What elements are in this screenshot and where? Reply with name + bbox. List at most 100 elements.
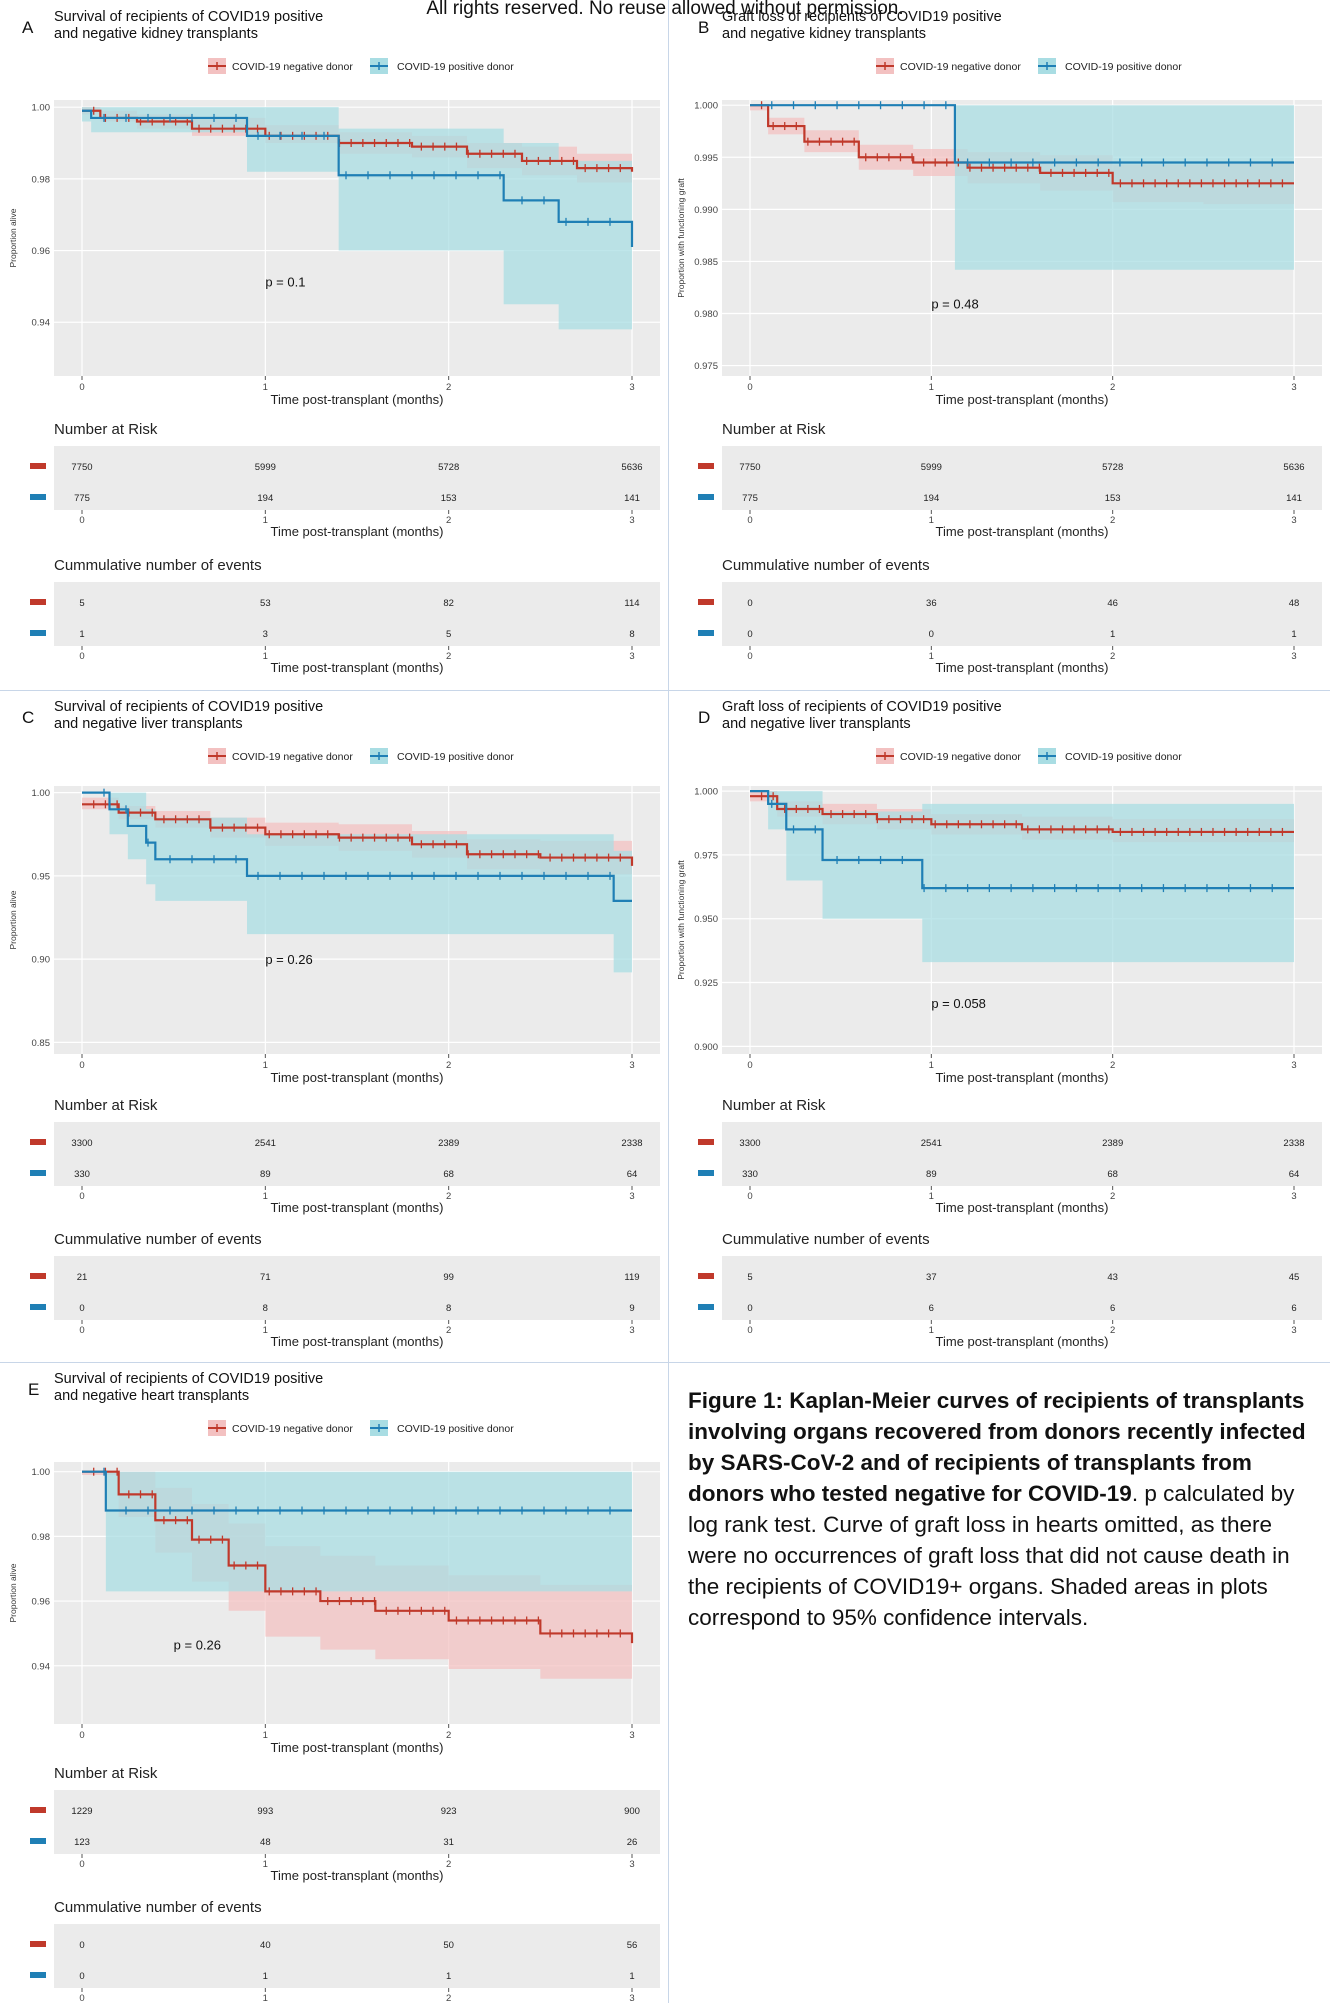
x-tick-label: 0 [79,515,84,526]
y-tick-label: 1.000 [694,787,718,798]
x-tick-label: 1 [263,1325,268,1336]
panel-title: Graft loss of recipients of COVID19 posi… [722,9,1002,25]
table-neg-marker [30,463,46,469]
table-cell: 330 [742,1169,758,1180]
panel-title: and negative kidney transplants [722,26,926,42]
table-cell: 7750 [739,462,760,473]
x-tick-label: 1 [929,515,934,526]
table-neg-marker [698,599,714,605]
table-title: Number at Risk [54,1097,158,1114]
panel-letter: C [22,708,34,727]
x-tick-label: 1 [263,1730,268,1741]
x-tick-label: 3 [1291,1325,1296,1336]
panel-letter: E [28,1380,39,1399]
x-tick-label: 2 [446,1993,451,2003]
legend: COVID-19 negative donor COVID-19 positive… [208,1420,514,1436]
table-cell: 43 [1107,1272,1118,1283]
table-cell: 5999 [255,462,276,473]
table-cell: 7750 [71,462,92,473]
table-neg-marker [30,1941,46,1947]
table-title: Number at Risk [722,421,826,438]
x-tick-label: 2 [1110,651,1115,662]
table-cell: 153 [1105,493,1121,504]
x-tick-label: 3 [629,515,634,526]
km-line-pos [750,790,1294,890]
p-value: p = 0.48 [931,296,978,311]
panel-title: Graft loss of recipients of COVID19 posi… [722,699,1002,715]
y-tick-label: 0.96 [32,246,51,257]
panel-d: D Graft loss of recipients of COVID19 pos… [668,690,1330,1363]
y-tick-label: 0.925 [694,978,718,989]
legend-pos-label: COVID-19 positive donor [1065,751,1182,763]
y-axis-label: Proportion alive [8,1563,18,1622]
km-line-pos [82,109,634,247]
x-tick-label: 0 [79,1993,84,2003]
y-tick-label: 0.950 [694,914,718,925]
y-axis-label: Proportion with functioning graft [676,860,686,980]
panel-b: B Graft loss of recipients of COVID19 pos… [668,0,1330,691]
ci-band-pos [82,107,632,351]
table-neg-marker [30,1273,46,1279]
table-cell: 1 [1291,629,1296,640]
table-pos-marker [30,1304,46,1310]
panel-title: and negative kidney transplants [54,26,258,42]
x-tick-label: 0 [747,651,752,662]
table-cell: 1 [79,629,84,640]
table-cell: 53 [260,598,271,609]
panel-e: E Survival of recipients of COVID19 posit… [0,1362,669,2003]
y-tick-label: 0.95 [32,871,51,882]
table-cell: 40 [260,1940,271,1951]
table-neg-marker [30,1807,46,1813]
x-tick-label: 3 [629,1191,634,1202]
table-pos-marker [698,494,714,500]
x-tick-label: 3 [629,1060,634,1071]
table-cell: 46 [1107,598,1118,609]
table-title: Cummulative number of events [54,1231,262,1248]
table-title: Number at Risk [54,421,158,438]
table-cell: 330 [74,1169,90,1180]
y-tick-label: 0.98 [32,1532,51,1543]
ci-band-pos [82,792,632,973]
x-tick-label: 2 [1110,1325,1115,1336]
table-cell: 153 [441,493,457,504]
table-background [722,1256,1322,1320]
legend-neg-label: COVID-19 negative donor [232,1423,353,1435]
panel-title: Survival of recipients of COVID19 positi… [54,9,323,25]
table-cell: 8 [446,1303,451,1314]
x-tick-label: 1 [263,651,268,662]
y-tick-label: 0.85 [32,1038,51,1049]
table-cell: 6 [1291,1303,1296,1314]
table-cell: 1 [446,1971,451,1982]
x-tick-label: 2 [1110,1191,1115,1202]
x-tick-label: 0 [747,1325,752,1336]
table-cell: 141 [624,493,640,504]
x-axis-label: Time post-transplant (months) [936,1334,1109,1349]
table-cell: 0 [79,1303,84,1314]
panel-title: Survival of recipients of COVID19 positi… [54,699,323,715]
panel-title: Survival of recipients of COVID19 positi… [54,1371,323,1387]
table-pos-marker [698,1304,714,1310]
table-cell: 114 [624,598,639,609]
x-tick-label: 3 [629,1730,634,1741]
table-cell: 6 [929,1303,934,1314]
table-cell: 900 [624,1806,640,1817]
x-tick-label: 2 [446,1325,451,1336]
table-background [54,446,660,510]
km-chart-kidney-graft: B Graft loss of recipients of COVID19 pos… [676,9,1322,675]
x-axis-label: Time post-transplant (months) [936,1200,1109,1215]
table-cell: 71 [260,1272,271,1283]
x-tick-label: 2 [1110,1060,1115,1071]
y-tick-label: 0.90 [32,955,51,966]
table-pos-marker [30,494,46,500]
table-cell: 141 [1286,493,1302,504]
table-cell: 8 [629,629,634,640]
x-tick-label: 2 [446,1191,451,1202]
table-cell: 2338 [621,1138,642,1149]
y-axis-label: Proportion alive [8,208,18,267]
table-cell: 5 [747,1272,752,1283]
y-tick-label: 1.00 [32,1467,51,1478]
km-line-pos [82,1470,632,1512]
x-tick-label: 1 [929,1191,934,1202]
table-cell: 21 [77,1272,88,1283]
x-tick-label: 0 [79,1859,84,1870]
